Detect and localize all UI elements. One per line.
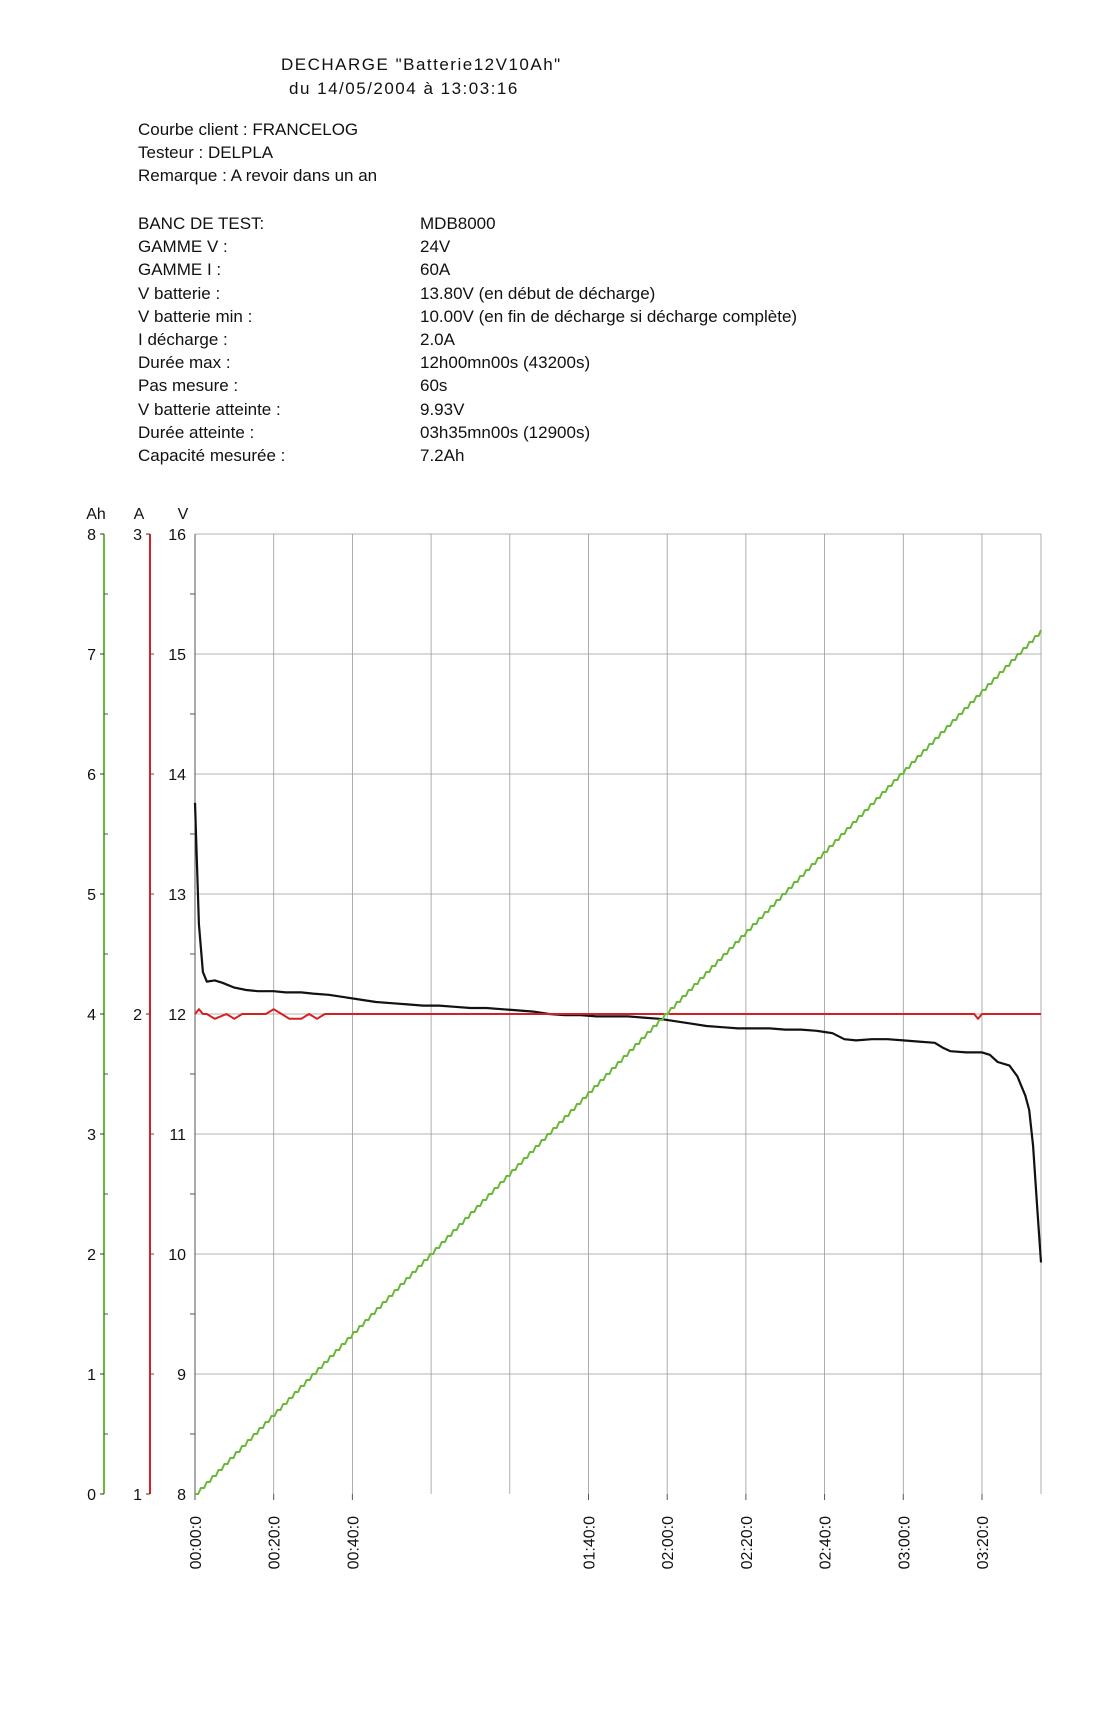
spec-value: 10.00V (en fin de décharge si décharge c…: [420, 306, 798, 326]
remarque-value: A revoir dans un an: [230, 166, 378, 185]
remark-info: Remarque : A revoir dans un an: [138, 166, 377, 186]
current-tick-label: 1: [133, 1487, 142, 1504]
spec-value: MDB8000: [420, 214, 496, 233]
x-tick-label: 01:40:0: [581, 1516, 598, 1569]
x-tick-label: 00:00:0: [188, 1516, 205, 1569]
x-tick-label: 03:00:0: [896, 1516, 913, 1569]
capacity-tick-label: 4: [87, 1007, 96, 1024]
capacity-tick-label: 5: [87, 887, 96, 904]
spec-value: 24V: [420, 237, 451, 257]
voltage-tick-label: 9: [177, 1367, 186, 1384]
current-tick-label: 2: [133, 1007, 142, 1024]
voltage-tick-label: 12: [168, 1007, 186, 1024]
spec-label: V batterie atteinte :: [138, 399, 281, 419]
x-tick-label: 02:00:0: [660, 1516, 677, 1569]
spec-label: Capacité mesurée :: [138, 445, 286, 465]
capacity-tick-label: 6: [87, 767, 96, 784]
x-tick-label: 00:40:0: [345, 1516, 362, 1569]
client-info: Courbe client : FRANCELOG: [138, 120, 358, 140]
voltage-line: [193, 802, 1043, 1263]
spec-label: V batterie min :: [138, 306, 253, 326]
tester-info: Testeur : DELPLA: [138, 143, 273, 163]
spec-value: 9.93V: [420, 399, 465, 419]
spec-label: I décharge :: [138, 329, 228, 349]
voltage-tick-label: 13: [168, 887, 186, 904]
capacity-tick-label: 0: [87, 1487, 96, 1504]
x-tick-label: 03:20:0: [975, 1516, 992, 1569]
title-line-2: du 14/05/2004 à 13:03:16: [289, 79, 519, 98]
x-tick-label: 02:40:0: [818, 1516, 835, 1569]
capacity-tick-label: 1: [87, 1367, 96, 1384]
capacity-tick-label: 8: [87, 527, 96, 544]
spec-label: BANC DE TEST:: [138, 214, 265, 233]
title-line-1: DECHARGE "Batterie12V10Ah": [281, 55, 562, 74]
voltage-tick-label: 14: [168, 767, 186, 784]
spec-value: 60s: [420, 376, 448, 396]
spec-label: Pas mesure :: [138, 376, 239, 396]
spec-value: 7.2Ah: [420, 445, 465, 465]
voltage-tick-label: 16: [168, 527, 186, 544]
voltage-tick-label: 10: [168, 1247, 186, 1264]
voltage-axis-label: V: [178, 506, 189, 523]
x-tick-label: 02:20:0: [739, 1516, 756, 1569]
spec-label: Durée max :: [138, 353, 231, 373]
spec-value: 60A: [420, 260, 451, 280]
testeur-label: Testeur :: [138, 143, 204, 162]
current-axis-label: A: [134, 506, 145, 523]
capacity-tick-label: 3: [87, 1127, 96, 1144]
spec-value: 13.80V (en début de décharge): [420, 283, 656, 303]
spec-label: V batterie :: [138, 283, 221, 303]
spec-value: 12h00mn00s (43200s): [420, 353, 591, 373]
spec-label: Durée atteinte :: [138, 422, 255, 442]
courbe-client-value: FRANCELOG: [252, 120, 359, 139]
spec-label: GAMME I :: [138, 260, 222, 280]
current-line: [194, 1008, 1041, 1020]
voltage-tick-label: 8: [177, 1487, 186, 1504]
courbe-client-label: Courbe client :: [138, 120, 248, 139]
testeur-value: DELPLA: [207, 143, 274, 162]
capacity-tick-label: 7: [87, 647, 96, 664]
voltage-tick-label: 11: [169, 1127, 186, 1144]
remarque-label: Remarque :: [138, 166, 227, 185]
spec-value: 2.0A: [420, 329, 455, 349]
voltage-tick-label: 15: [168, 647, 186, 664]
x-tick-label: 00:20:0: [267, 1516, 284, 1569]
capacity-axis-label: Ah: [86, 506, 106, 523]
spec-label: GAMME V :: [138, 237, 228, 257]
capacity-line: [195, 629, 1042, 1495]
capacity-tick-label: 2: [87, 1247, 96, 1264]
spec-value: 03h35mn00s (12900s): [420, 422, 591, 442]
current-tick-label: 3: [133, 527, 142, 544]
